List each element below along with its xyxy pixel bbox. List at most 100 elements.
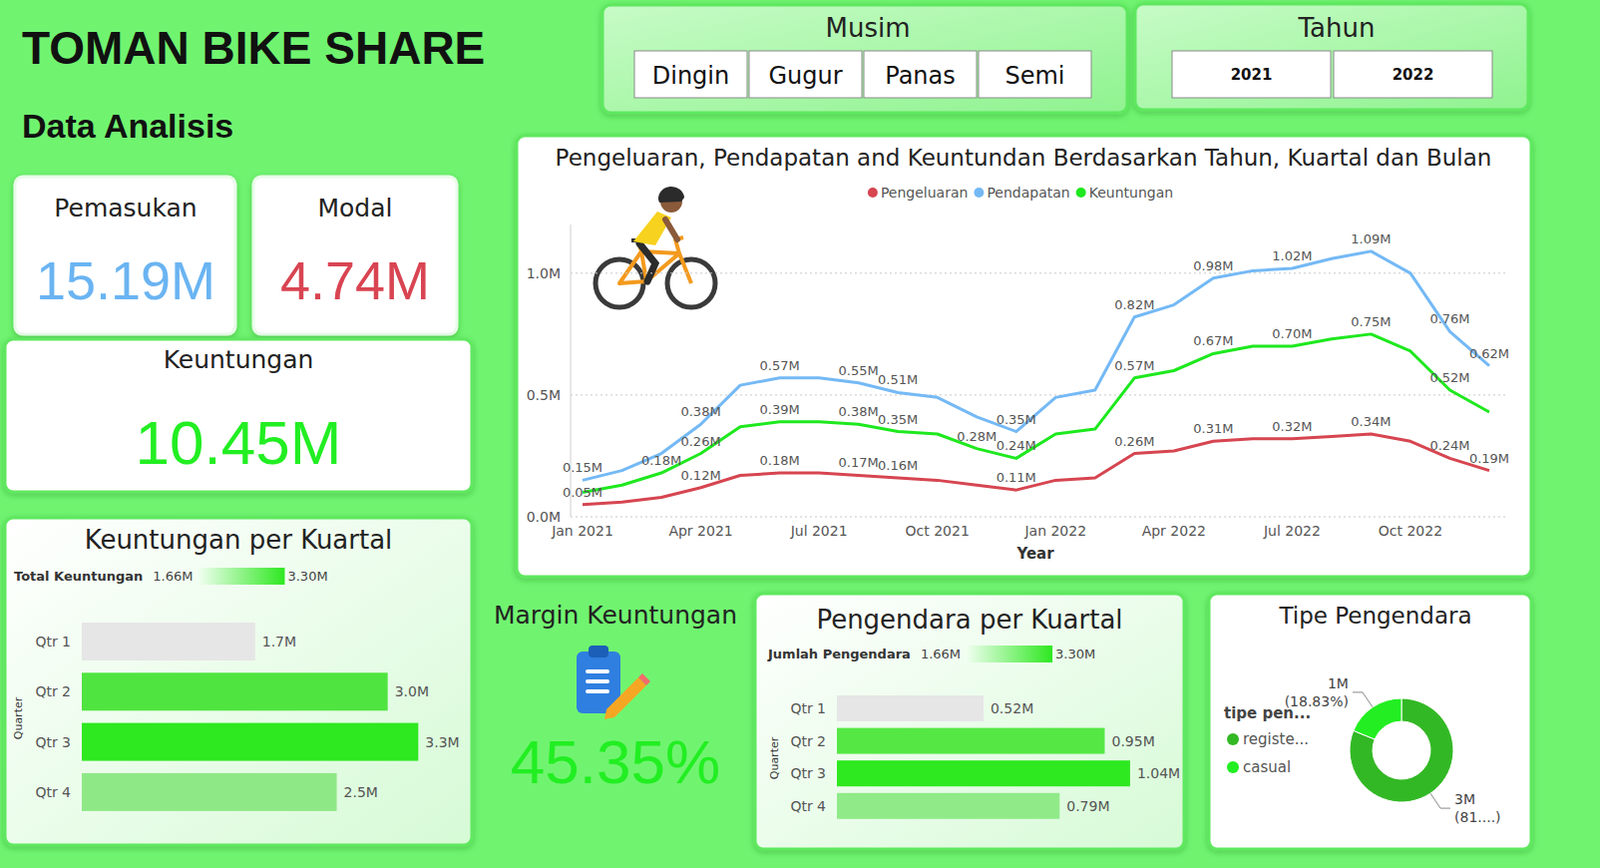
kpi-card: [253, 176, 457, 335]
data-label: 0.19M: [1469, 450, 1510, 466]
slicer-title: Tahun: [1297, 12, 1376, 43]
data-label: 0.38M: [838, 403, 879, 419]
data-label: 0.57M: [1114, 358, 1155, 374]
data-label: 0.28M: [956, 428, 997, 444]
tick-label: Qtr 2: [34, 683, 71, 700]
data-label-line: (81....): [1454, 808, 1502, 825]
icon-part: [585, 679, 610, 684]
chart-card: [516, 135, 1532, 577]
data-label: 0.24M: [996, 437, 1037, 453]
chart-title: Keuntungan per Kuartal: [84, 524, 394, 555]
color-scale-title: Total Keuntungan: [13, 568, 143, 584]
data-label: 0.79M: [1066, 798, 1110, 814]
icon-part: [585, 669, 610, 674]
data-label: 3M(81....): [1454, 791, 1502, 825]
data-label: 1.02M: [1271, 248, 1312, 264]
kpi-title: Pemasukan: [53, 193, 197, 223]
tick-label: Qtr 3: [790, 765, 826, 782]
bar: [81, 723, 418, 762]
data-label: 0.32M: [1271, 418, 1312, 434]
line-series: [582, 334, 1490, 493]
legend-label: registe...: [1242, 730, 1309, 749]
chart-card: [1208, 593, 1532, 849]
data-label: 3.0M: [395, 683, 429, 700]
legend-marker: [1226, 733, 1239, 746]
data-label: 0.39M: [760, 401, 800, 417]
kpi-title: Margin Keuntungan: [493, 600, 738, 630]
bike-icon: [595, 186, 716, 308]
color-scale-label: 3.30M: [287, 568, 328, 584]
data-label: 0.12M: [680, 467, 721, 483]
slicer-option-label[interactable]: 2021: [1230, 65, 1273, 84]
icon-part: [585, 689, 610, 694]
data-label: 0.18M: [641, 452, 682, 468]
axis-title: Year: [1015, 544, 1055, 563]
kpi-value: 15.19M: [35, 250, 216, 311]
slicer-option-label[interactable]: 2022: [1392, 65, 1435, 84]
data-label: 0.95M: [1111, 733, 1155, 750]
legend-label: Pengeluaran: [880, 184, 968, 201]
bar: [81, 622, 256, 661]
tick-label: Qtr 4: [790, 798, 826, 814]
icon-part: [665, 219, 678, 240]
dashboard: TOMAN BIKE SHAREData AnalisisMusimDingin…: [0, 0, 1600, 868]
tick-label: 1.0M: [526, 265, 561, 282]
data-label: 0.75M: [1350, 314, 1391, 330]
tick-label: Jul 2022: [1262, 522, 1321, 539]
tick-label: Oct 2022: [1378, 522, 1443, 539]
tick-label: Jan 2021: [550, 522, 614, 539]
data-label: 0.17M: [838, 454, 879, 470]
data-label: 0.35M: [996, 411, 1037, 427]
icon-part: [638, 673, 651, 686]
data-label: 1.7M: [262, 633, 297, 650]
bar: [836, 728, 1105, 755]
background: [0, 0, 1600, 868]
chart-title: Tipe Pengendara: [1277, 602, 1472, 629]
slicer-option-label[interactable]: Panas: [884, 61, 956, 90]
tick-label: Qtr 1: [790, 700, 826, 717]
data-label: 1.04M: [1137, 765, 1181, 782]
leader-line: [1352, 692, 1373, 708]
plot: [81, 622, 418, 811]
data-label: 0.18M: [760, 452, 800, 468]
data-label: 0.51M: [877, 372, 918, 388]
slicer-option[interactable]: [634, 50, 748, 98]
legend-label: Pendapatan: [986, 184, 1070, 201]
kpi-value: 10.45M: [135, 407, 343, 477]
chart-card: [4, 517, 472, 845]
data-label: 1M(18.83%): [1284, 675, 1349, 710]
subtitle: Data Analisis: [21, 106, 234, 145]
slicer-option[interactable]: [749, 50, 862, 98]
bar: [81, 773, 338, 811]
kpi-title: Modal: [318, 193, 394, 223]
slicer-option[interactable]: [1333, 50, 1493, 98]
slicer-option-label[interactable]: Dingin: [652, 61, 730, 90]
slicer-option-label[interactable]: Gugur: [768, 61, 842, 90]
slicer-option-label[interactable]: Semi: [1004, 61, 1065, 90]
tick-label: 0.5M: [526, 387, 561, 403]
legend-label: casual: [1242, 758, 1291, 777]
data-label: 0.34M: [1350, 413, 1391, 429]
tick-label: Qtr 4: [34, 784, 71, 800]
slicer-option[interactable]: [863, 50, 977, 98]
legend-marker: [867, 187, 878, 198]
slicer-option[interactable]: [978, 50, 1092, 98]
data-label-line: (18.83%): [1284, 693, 1349, 710]
data-label: 0.26M: [680, 433, 721, 449]
legend: Pengeluaran Pendapatan Keuntungan: [867, 184, 1174, 201]
grid-line: [570, 272, 1507, 274]
data-label: 0.70M: [1271, 326, 1312, 342]
data-label: 0.05M: [562, 484, 603, 500]
tick-label: Qtr 1: [34, 633, 71, 650]
legend-marker: [1226, 761, 1239, 774]
slicer-option[interactable]: [1172, 50, 1331, 98]
legend-label: Keuntungan: [1089, 184, 1174, 201]
data-label: 0.98M: [1193, 258, 1233, 274]
line-series: [582, 251, 1490, 481]
kpi-value: 45.35%: [510, 727, 721, 797]
data-label: 0.35M: [877, 411, 918, 427]
tick-label: Qtr 3: [34, 734, 71, 751]
plot: [582, 251, 1490, 505]
kpi-value: 4.74M: [280, 250, 430, 311]
tick-label: Jan 2022: [1023, 522, 1087, 539]
